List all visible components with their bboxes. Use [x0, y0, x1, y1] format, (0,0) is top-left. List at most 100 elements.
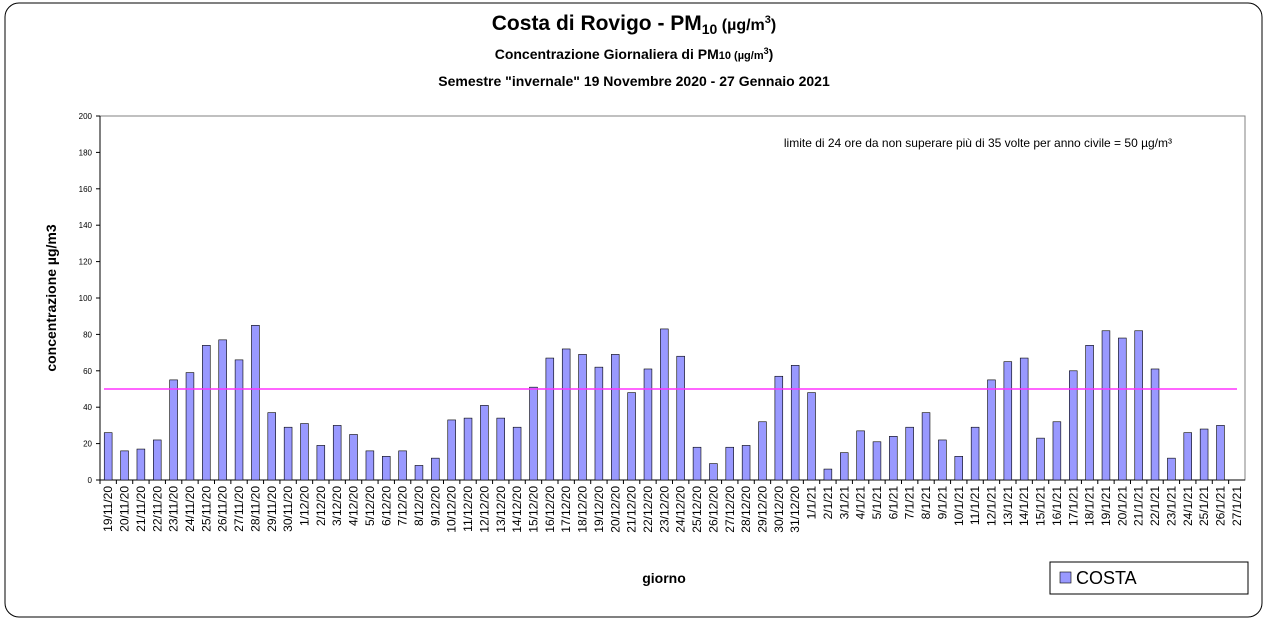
title-part: (µg/m [717, 17, 764, 34]
x-tick-label: 25/11/20 [199, 486, 213, 532]
bar [938, 439, 947, 481]
bar [447, 419, 456, 481]
x-tick-label: 8/12/20 [412, 486, 426, 526]
x-tick-label: 11/1/21 [968, 486, 982, 525]
bar [660, 328, 669, 481]
bar [1167, 457, 1176, 481]
x-tick-label: 17/1/21 [1066, 486, 1080, 526]
x-tick-label: 26/11/20 [216, 486, 230, 532]
annotation: limite di 24 ore da non superare più di … [784, 136, 1172, 150]
x-tick-label: 1/12/20 [297, 486, 311, 526]
x-tick-label: 9/1/21 [935, 486, 949, 520]
bar [578, 354, 587, 481]
x-tick-label: 29/11/20 [265, 486, 279, 532]
x-tick-label: 9/12/20 [428, 486, 442, 526]
x-tick-label: 17/12/20 [559, 486, 573, 533]
bar [283, 426, 293, 481]
x-tick-label: 10/12/20 [445, 486, 459, 533]
bar [103, 432, 113, 481]
x-tick-label: 15/12/20 [526, 486, 540, 533]
y-tick-label: 40 [83, 403, 92, 412]
x-tick-label: 24/11/20 [183, 486, 197, 532]
bar [872, 441, 882, 481]
x-tick-label: 19/12/20 [592, 486, 606, 533]
legend-label: COSTA [1076, 568, 1137, 588]
bar [774, 375, 784, 481]
x-tick-label: 19/1/21 [1099, 486, 1113, 526]
bar [1003, 361, 1013, 481]
bar [120, 450, 129, 481]
y-tick-label: 100 [79, 294, 93, 303]
bar [823, 468, 833, 481]
x-tick-label: 29/12/20 [755, 486, 769, 533]
x-tick-label: 25/1/21 [1197, 486, 1211, 526]
x-tick-label: 19/11/20 [101, 486, 115, 532]
title-part: ) [771, 17, 776, 34]
bar [1101, 330, 1111, 481]
x-tick-label: 2/12/20 [314, 486, 328, 526]
bar [1019, 357, 1029, 481]
y-axis-title: concentrazione µg/m3 [43, 224, 59, 372]
bar [954, 456, 963, 481]
x-tick-label: 27/12/20 [723, 486, 737, 533]
x-tick-label: 26/1/21 [1213, 486, 1227, 526]
bar [1069, 370, 1078, 481]
y-tick-label: 60 [83, 367, 92, 376]
bar [627, 392, 636, 481]
bar [807, 392, 816, 481]
x-tick-label: 16/12/20 [543, 486, 557, 533]
x-tick-label: 22/11/20 [150, 486, 164, 532]
bar [251, 324, 260, 481]
x-tick-label: 14/12/20 [510, 486, 524, 533]
bar [382, 456, 391, 481]
bar [218, 339, 227, 481]
subtitle-part: ) [769, 46, 774, 62]
x-tick-label: 27/1/21 [1230, 486, 1244, 526]
bar [790, 365, 800, 481]
bar [267, 412, 276, 481]
x-tick-label: 10/1/21 [952, 486, 966, 526]
bar [185, 372, 195, 481]
bar [349, 434, 358, 481]
x-axis-title: giorno [642, 570, 686, 586]
bar [1052, 421, 1062, 481]
y-tick-label: 200 [79, 112, 93, 121]
x-tick-label: 13/12/20 [494, 486, 508, 533]
x-tick-label: 22/12/20 [641, 486, 655, 533]
x-tick-label: 2/1/21 [821, 486, 835, 520]
x-tick-label: 3/12/20 [330, 486, 344, 526]
x-tick-label: 24/12/20 [674, 486, 688, 533]
bar [463, 417, 473, 481]
bar [332, 425, 342, 481]
bar [905, 426, 914, 481]
bar [594, 366, 604, 481]
bar [758, 421, 767, 481]
bar [545, 357, 555, 481]
x-tick-label: 20/11/20 [118, 486, 132, 532]
x-tick-label: 6/12/20 [379, 486, 393, 526]
y-tick-label: 120 [79, 258, 93, 267]
x-tick-label: 11/12/20 [461, 486, 475, 532]
x-tick-label: 12/12/20 [477, 486, 491, 533]
bar [431, 457, 440, 481]
bar [1183, 432, 1192, 481]
x-tick-label: 31/12/20 [788, 486, 802, 533]
x-tick-label: 30/12/20 [772, 486, 786, 533]
bar [202, 345, 211, 481]
x-tick-label: 20/12/20 [608, 486, 622, 533]
bar [153, 439, 162, 481]
bar [725, 446, 734, 481]
bar [414, 465, 424, 481]
x-tick-label: 13/1/21 [1001, 486, 1015, 526]
x-tick-label: 30/11/20 [281, 486, 295, 532]
x-tick-label: 22/1/21 [1148, 486, 1162, 526]
bar [316, 445, 326, 481]
bar [709, 463, 718, 481]
bar [970, 426, 980, 481]
subtitle-part: 3 [764, 46, 769, 56]
x-tick-label: 20/1/21 [1115, 486, 1129, 526]
legend [1049, 561, 1249, 595]
x-tick-label: 24/1/21 [1181, 486, 1195, 526]
title-part: 3 [765, 14, 771, 26]
